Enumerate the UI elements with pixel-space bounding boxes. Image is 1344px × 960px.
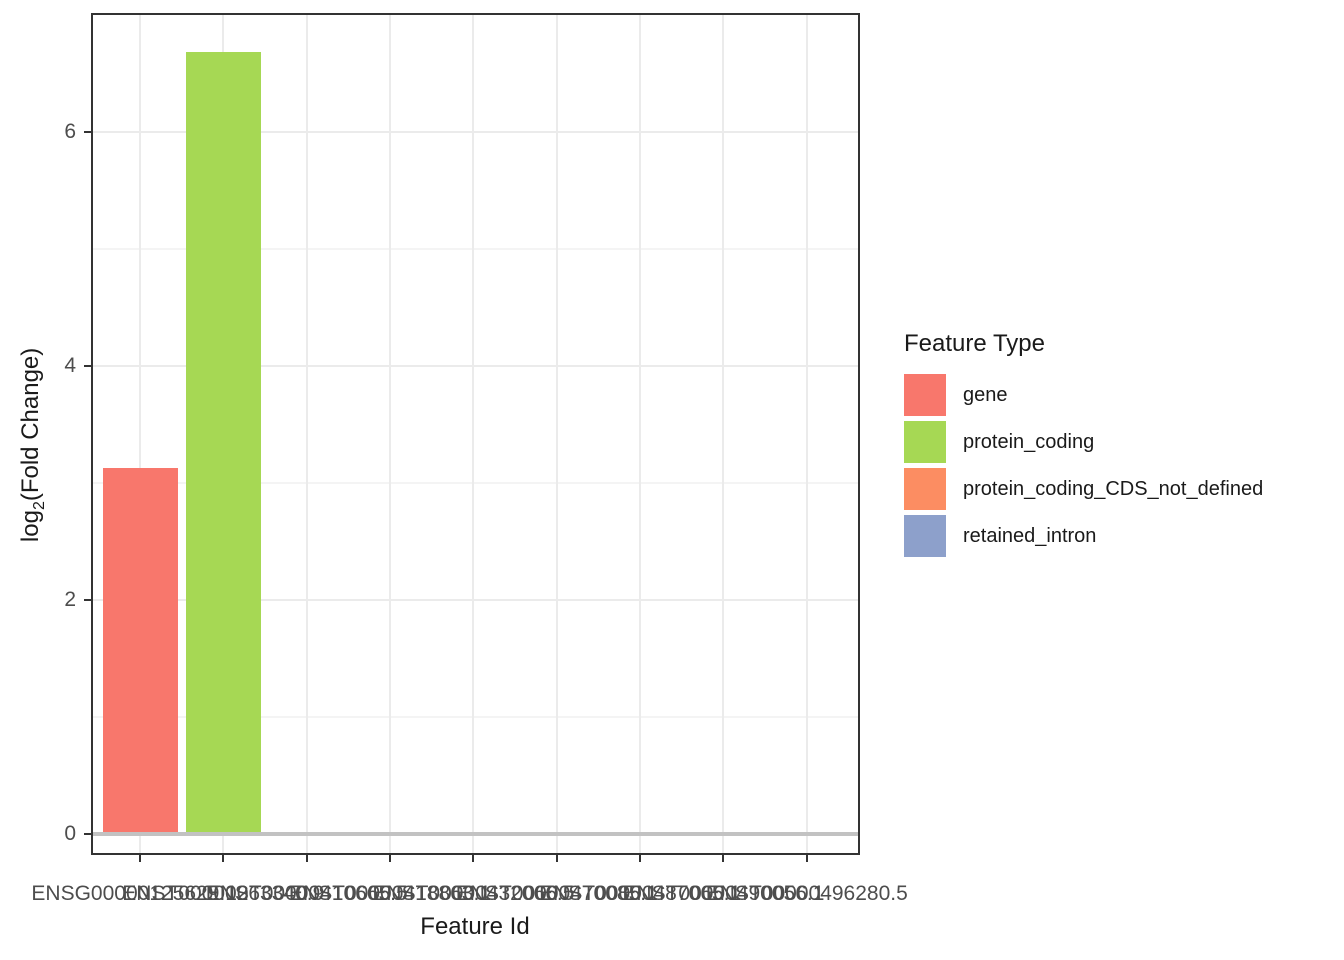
x-tick-mark [139, 853, 141, 862]
x-tick-label: ENST00000496280.5 [705, 882, 908, 905]
gridline-minor [93, 482, 858, 484]
plot-panel [91, 13, 860, 855]
x-tick-label: ENST00000410665.5 [205, 882, 408, 905]
y-tick-mark [84, 131, 93, 133]
y-axis-title-rest: (Fold Change) [17, 347, 45, 502]
y-axis-title-base: log [17, 510, 45, 543]
x-tick-mark [805, 853, 808, 862]
legend: Feature Type gene protein_coding protein_c… [904, 330, 1263, 562]
x-tick-mark [472, 853, 475, 862]
gridline-vertical [472, 15, 475, 853]
gridline-vertical [139, 15, 141, 853]
bar-protein_coding [185, 52, 261, 834]
legend-item: retained_intron [904, 515, 1263, 557]
bar-gene [102, 467, 178, 834]
x-tick-mark [305, 853, 308, 862]
y-tick-mark [84, 599, 93, 601]
x-tick-label: ENST00000418863.1 [289, 882, 491, 905]
y-axis-title-sub: 2 [30, 501, 48, 511]
x-tick-label: ENST00000490056.1 [622, 882, 825, 905]
x-tick-mark [389, 853, 391, 862]
y-tick-label: 4 [64, 354, 76, 377]
legend-label-protein_coding_CDS_not_defined: protein_coding_CDS_not_defined [963, 477, 1264, 500]
x-axis-title: Feature Id [420, 913, 530, 940]
legend-swatch-protein_coding [904, 421, 946, 463]
legend-swatch-gene [904, 374, 946, 416]
x-tick-label: ENST00000263340.9 [122, 882, 325, 905]
legend-item: protein_coding [904, 421, 1263, 463]
legend-item: gene [904, 374, 1263, 416]
gridline-vertical [389, 15, 391, 853]
gridline-vertical [639, 15, 642, 853]
x-tick-label: ENST00000432066.5 [372, 882, 575, 905]
x-tick-mark [555, 853, 558, 862]
x-tick-label: ENSG00000125629.10 [31, 882, 249, 905]
legend-title: Feature Type [904, 330, 1045, 357]
x-tick-mark [722, 853, 725, 862]
gridline-major [93, 599, 858, 601]
gridline-major [93, 131, 858, 133]
gridline-vertical [305, 15, 308, 853]
y-tick-label: 2 [64, 588, 76, 611]
y-tick-mark [84, 833, 93, 835]
x-tick-label: ENST00000487065.1 [539, 882, 742, 905]
x-tick-label: ENST00000470085.1 [455, 882, 658, 905]
gridline-minor [93, 716, 858, 718]
gridline-vertical [805, 15, 808, 853]
gridline-major [93, 365, 858, 367]
y-axis-title: log2(Fold Change) [17, 295, 49, 595]
zero-baseline [93, 832, 858, 836]
x-tick-mark [222, 853, 225, 862]
legend-items: gene protein_coding protein_coding_CDS_not… [904, 374, 1263, 557]
y-tick-label: 0 [64, 822, 76, 845]
gridline-vertical [722, 15, 725, 853]
legend-label-protein_coding: protein_coding [963, 430, 1095, 453]
gridline-vertical [555, 15, 558, 853]
y-tick-mark [84, 365, 93, 367]
legend-label-gene: gene [963, 383, 1008, 406]
legend-swatch-retained_intron [904, 515, 946, 557]
legend-swatch-protein_coding_CDS_not_defined [904, 468, 946, 510]
legend-item: protein_coding_CDS_not_defined [904, 468, 1263, 510]
y-tick-label: 6 [64, 120, 76, 143]
x-tick-mark [639, 853, 642, 862]
gridline-minor [93, 248, 858, 250]
legend-label-retained_intron: retained_intron [963, 524, 1097, 547]
